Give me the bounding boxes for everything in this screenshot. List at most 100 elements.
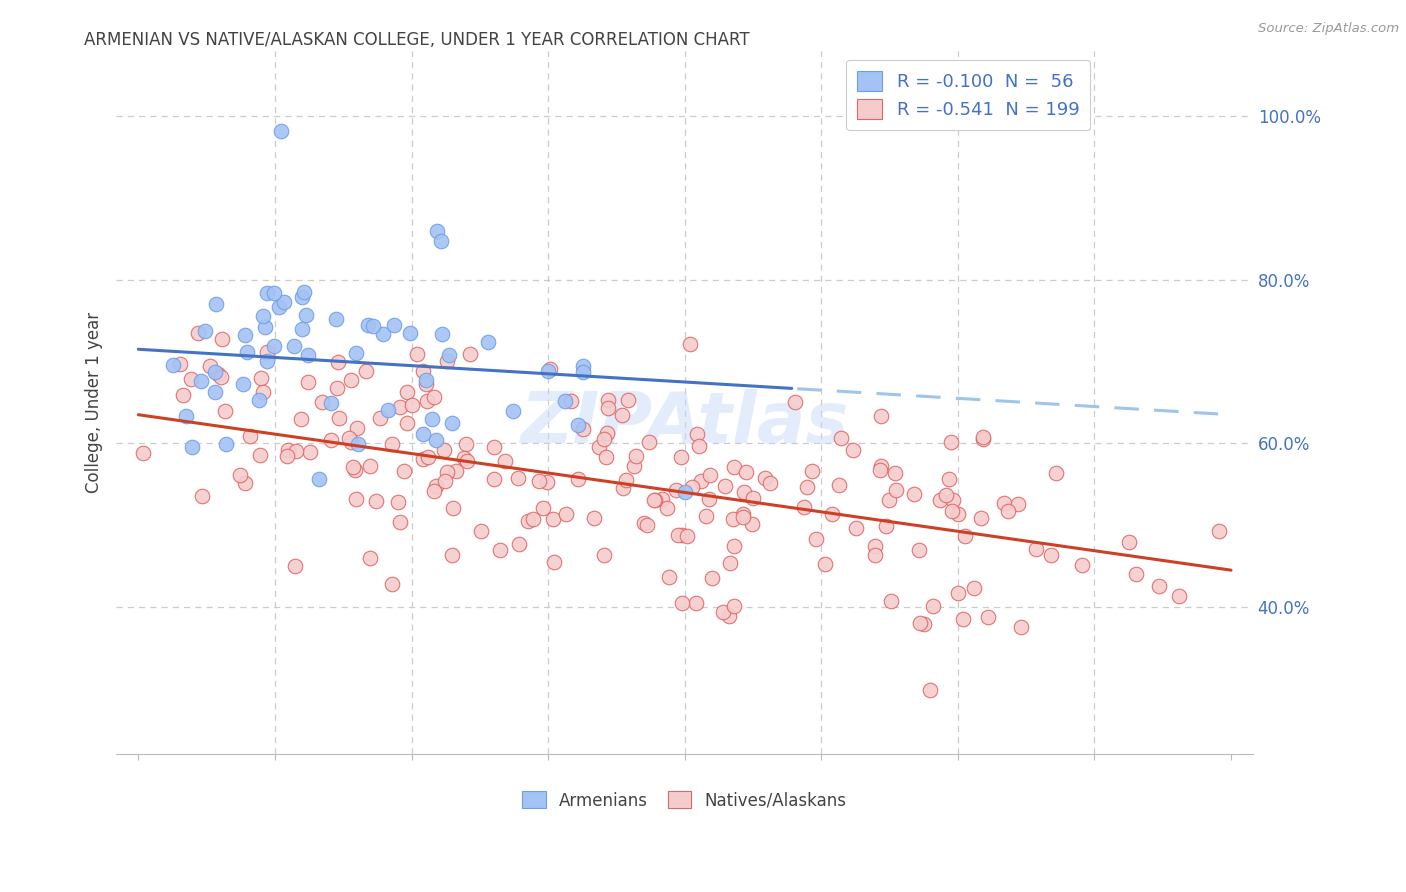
Point <box>412 451 434 466</box>
Point <box>297 376 319 390</box>
Point <box>214 403 236 417</box>
Point <box>191 490 214 504</box>
Point <box>425 479 447 493</box>
Point <box>588 440 610 454</box>
Point <box>190 374 212 388</box>
Point <box>723 539 745 553</box>
Point <box>875 519 897 533</box>
Point <box>685 596 707 610</box>
Point <box>754 470 776 484</box>
Point <box>1010 620 1032 634</box>
Point <box>970 511 993 525</box>
Point <box>169 357 191 371</box>
Point <box>907 543 929 558</box>
Point <box>922 599 945 613</box>
Point <box>434 475 457 489</box>
Point <box>205 297 228 311</box>
Point <box>180 372 202 386</box>
Point <box>903 487 925 501</box>
Point <box>977 610 1000 624</box>
Point <box>380 437 402 451</box>
Text: ARMENIAN VS NATIVE/ALASKAN COLLEGE, UNDER 1 YEAR CORRELATION CHART: ARMENIAN VS NATIVE/ALASKAN COLLEGE, UNDE… <box>84 31 749 49</box>
Point <box>644 492 666 507</box>
Point <box>938 472 960 486</box>
Point <box>1167 589 1189 603</box>
Point <box>742 491 765 506</box>
Point <box>508 537 530 551</box>
Point <box>420 412 443 426</box>
Point <box>359 459 381 474</box>
Point <box>415 377 437 392</box>
Point <box>359 550 381 565</box>
Point <box>697 492 720 507</box>
Point <box>699 467 721 482</box>
Point <box>247 392 270 407</box>
Point <box>361 318 384 333</box>
Point <box>250 370 273 384</box>
Point <box>344 346 367 360</box>
Point <box>596 392 619 407</box>
Point <box>430 326 453 341</box>
Legend: Armenians, Natives/Alaskans: Armenians, Natives/Alaskans <box>516 785 853 816</box>
Point <box>489 542 512 557</box>
Point <box>433 442 456 457</box>
Point <box>381 577 404 591</box>
Point <box>277 443 299 458</box>
Point <box>596 401 619 415</box>
Point <box>482 472 505 486</box>
Point <box>290 322 312 336</box>
Point <box>340 373 363 387</box>
Point <box>276 450 298 464</box>
Point <box>187 326 209 341</box>
Point <box>387 495 409 509</box>
Point <box>1208 524 1230 539</box>
Point <box>291 290 314 304</box>
Point <box>616 393 638 408</box>
Point <box>929 493 952 508</box>
Point <box>298 444 321 458</box>
Point <box>595 426 617 441</box>
Point <box>382 318 405 332</box>
Point <box>494 454 516 468</box>
Point <box>886 483 908 497</box>
Point <box>456 437 478 451</box>
Point <box>821 507 844 521</box>
Point <box>440 548 463 562</box>
Point <box>406 347 429 361</box>
Point <box>211 332 233 346</box>
Point <box>567 418 589 433</box>
Point <box>759 476 782 491</box>
Point <box>828 478 851 492</box>
Point <box>741 516 763 531</box>
Point <box>946 586 969 600</box>
Text: ZIPAtlas: ZIPAtlas <box>520 389 849 458</box>
Point <box>651 491 673 506</box>
Point <box>285 443 308 458</box>
Point <box>711 605 734 619</box>
Point <box>669 450 692 465</box>
Point <box>198 359 221 373</box>
Point <box>1045 466 1067 480</box>
Point <box>209 370 232 384</box>
Point <box>346 421 368 435</box>
Point <box>1025 542 1047 557</box>
Point <box>941 504 963 518</box>
Point <box>972 430 994 444</box>
Point <box>796 480 818 494</box>
Point <box>233 327 256 342</box>
Point <box>516 514 538 528</box>
Point <box>430 234 453 248</box>
Point <box>181 441 204 455</box>
Point <box>678 337 700 351</box>
Point <box>253 319 276 334</box>
Point <box>232 377 254 392</box>
Point <box>946 508 969 522</box>
Point <box>912 616 935 631</box>
Point <box>800 464 823 478</box>
Point <box>582 511 605 525</box>
Point <box>418 450 440 465</box>
Y-axis label: College, Under 1 year: College, Under 1 year <box>86 312 103 493</box>
Point <box>593 432 616 446</box>
Point <box>249 448 271 462</box>
Point <box>297 348 319 362</box>
